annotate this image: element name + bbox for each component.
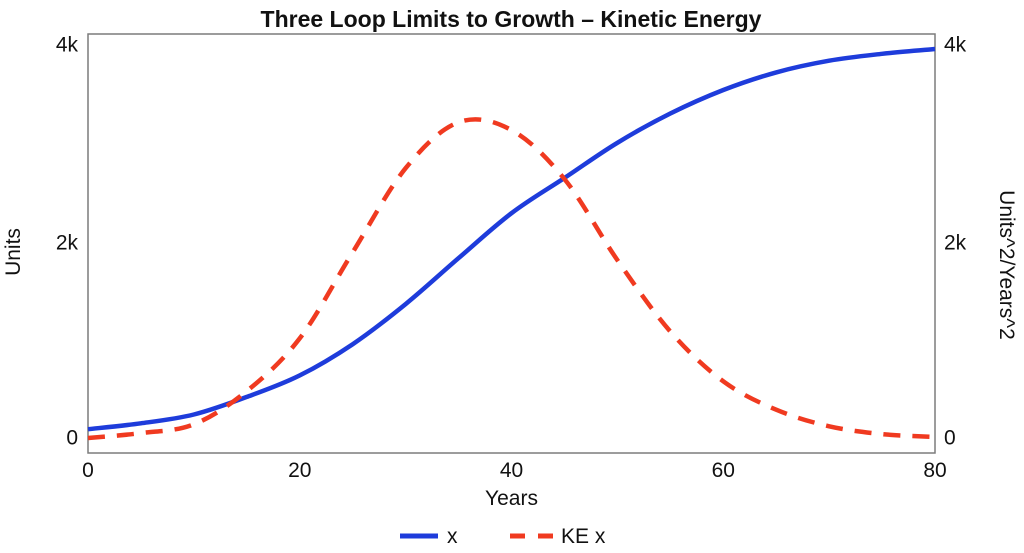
x-axis-title: Years — [485, 487, 538, 510]
y-axis-right-tick-label: 4k — [944, 34, 967, 57]
y-axis-left-tick-label: 0 — [66, 427, 78, 450]
series-x-line — [87, 46, 936, 432]
x-axis-tick-label: 60 — [712, 459, 735, 482]
y-axis-left-tick-label: 4k — [56, 34, 79, 57]
y-axis-left-tick-label: 2k — [56, 232, 79, 255]
x-axis-tick-label: 20 — [288, 459, 311, 482]
y-axis-right-tick-label: 2k — [944, 232, 967, 255]
y-axis-left-title: Units — [2, 228, 25, 276]
series-ke-x-line — [87, 117, 936, 441]
legend-label-ke-x: KE x — [561, 525, 606, 548]
chart-title: Three Loop Limits to Growth – Kinetic En… — [261, 6, 762, 32]
x-axis-tick-label: 40 — [500, 459, 523, 482]
x-axis-tick-label: 0 — [82, 459, 94, 482]
y-axis-right-title: Units^2/Years^2 — [995, 190, 1018, 340]
x-axis-tick-label: 80 — [923, 459, 946, 482]
y-axis-right-tick-label: 0 — [944, 427, 956, 450]
plot-area — [87, 33, 936, 454]
legend-label-x: x — [447, 525, 458, 548]
legend: x KE x — [400, 525, 606, 548]
